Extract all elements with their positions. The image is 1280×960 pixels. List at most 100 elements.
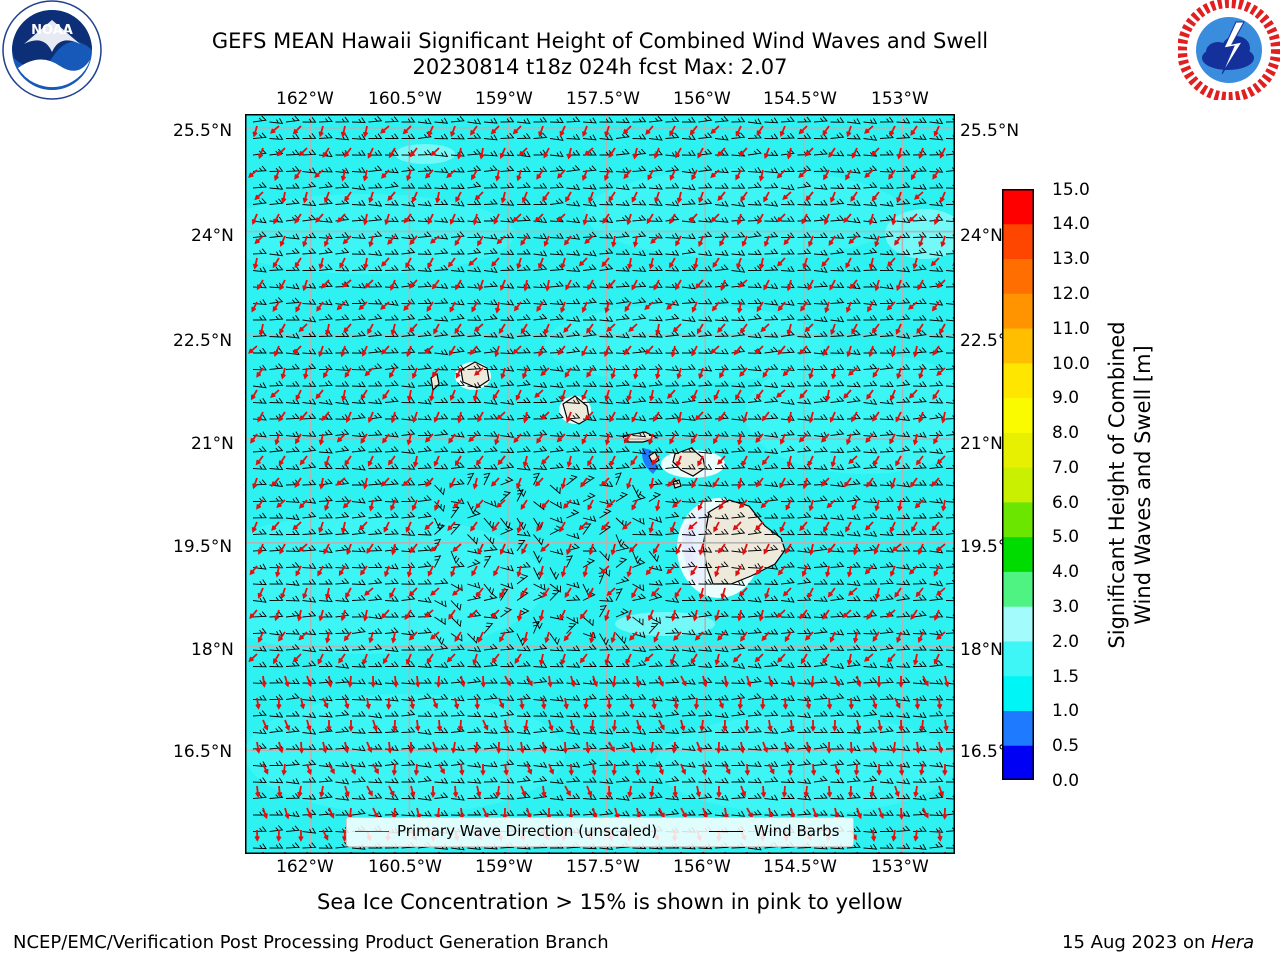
wave-arrow bbox=[802, 477, 808, 490]
wave-arrow bbox=[456, 147, 463, 160]
wind-barb bbox=[879, 561, 894, 568]
wind-barb bbox=[797, 695, 812, 702]
wind-barb bbox=[285, 595, 300, 602]
wave-arrow bbox=[789, 719, 795, 732]
wave-arrow bbox=[368, 499, 375, 512]
wind-barb bbox=[516, 133, 531, 139]
wind-barb bbox=[780, 184, 795, 191]
wave-arrow bbox=[261, 675, 267, 688]
wind-barb bbox=[863, 530, 878, 537]
wave-arrow bbox=[910, 169, 918, 181]
wave-arrow bbox=[387, 741, 393, 754]
wind-barb bbox=[351, 595, 366, 601]
wind-barb bbox=[781, 166, 795, 172]
wind-barb bbox=[582, 728, 597, 735]
wave-arrow bbox=[536, 521, 544, 532]
wind-barb bbox=[533, 233, 548, 240]
legend-barb-swatch bbox=[709, 831, 743, 832]
wave-arrow bbox=[297, 785, 303, 798]
wave-arrow bbox=[606, 499, 616, 509]
wind-barb bbox=[731, 511, 746, 519]
wind-barb bbox=[599, 808, 614, 816]
wind-barb bbox=[335, 232, 350, 238]
wind-barb bbox=[632, 415, 647, 422]
wind-barb bbox=[351, 330, 366, 337]
wave-arrow bbox=[276, 499, 286, 508]
colorbar-bin bbox=[1002, 745, 1034, 781]
wave-arrow bbox=[763, 147, 770, 160]
wave-arrow bbox=[478, 279, 484, 292]
wave-arrow bbox=[717, 543, 726, 554]
wave-arrow bbox=[430, 786, 436, 798]
wind-barb bbox=[863, 843, 878, 850]
wind-barb bbox=[764, 794, 779, 801]
wind-barb bbox=[896, 314, 911, 321]
wind-barb bbox=[384, 431, 399, 438]
wind-barb bbox=[714, 297, 729, 304]
wave-arrow bbox=[405, 653, 412, 665]
wave-arrow bbox=[433, 455, 440, 467]
wave-arrow bbox=[604, 169, 610, 182]
wind-barb bbox=[351, 727, 366, 734]
wind-barb bbox=[450, 794, 465, 801]
wind-barb bbox=[830, 496, 845, 502]
wave-arrow bbox=[698, 587, 705, 600]
wind-barb bbox=[450, 710, 465, 717]
wind-barb bbox=[434, 616, 446, 626]
wind-barb bbox=[731, 776, 746, 783]
wind-barb bbox=[450, 397, 465, 404]
wind-barb bbox=[896, 431, 911, 438]
wave-arrow bbox=[658, 719, 665, 731]
wind-barb bbox=[401, 133, 416, 140]
wind-barb bbox=[665, 132, 680, 139]
wind-barb bbox=[583, 430, 597, 436]
wave-arrow bbox=[632, 235, 639, 248]
wind-barb bbox=[566, 498, 580, 506]
wind-barb bbox=[269, 711, 284, 718]
wind-barb bbox=[285, 398, 300, 405]
wave-arrow bbox=[649, 785, 655, 798]
wind-barb bbox=[912, 134, 927, 141]
wind-barb bbox=[533, 726, 548, 733]
wave-arrow bbox=[538, 125, 544, 138]
wave-arrow bbox=[473, 367, 484, 376]
wave-arrow bbox=[717, 147, 726, 157]
wave-arrow bbox=[846, 565, 853, 578]
wind-barb bbox=[335, 496, 350, 502]
wave-arrow bbox=[787, 411, 793, 424]
wind-barb bbox=[467, 727, 482, 733]
wind-barb bbox=[912, 264, 927, 271]
wind-barb bbox=[417, 561, 432, 568]
wind-barb bbox=[302, 462, 317, 469]
wind-barb bbox=[516, 517, 527, 531]
wave-arrow bbox=[432, 741, 438, 754]
wind-barb bbox=[896, 379, 911, 387]
wind-barb bbox=[483, 165, 498, 172]
wave-arrow bbox=[755, 433, 764, 444]
wave-arrow bbox=[782, 191, 792, 200]
wind-barb bbox=[351, 184, 366, 191]
wave-arrow bbox=[346, 543, 352, 556]
wind-barb bbox=[665, 313, 680, 321]
wave-arrow bbox=[871, 323, 880, 334]
wave-arrow bbox=[694, 411, 704, 421]
wind-barb bbox=[368, 429, 383, 436]
wind-barb bbox=[615, 727, 630, 733]
wind-barb bbox=[533, 583, 546, 591]
wave-arrow bbox=[318, 125, 324, 138]
wind-barb bbox=[846, 183, 861, 190]
wind-barb bbox=[731, 643, 746, 651]
wave-arrow bbox=[942, 763, 948, 776]
wind-barb bbox=[813, 529, 828, 536]
wave-arrow bbox=[578, 521, 588, 531]
wind-barb bbox=[632, 199, 647, 206]
wind-barb bbox=[384, 396, 399, 403]
wave-arrow bbox=[582, 565, 588, 578]
wind-barb bbox=[483, 281, 498, 288]
wind-barb bbox=[599, 596, 614, 602]
wind-barb bbox=[269, 264, 284, 271]
wind-barb bbox=[764, 595, 779, 602]
wind-barb bbox=[467, 472, 475, 486]
wind-barb bbox=[764, 248, 779, 255]
wind-barb bbox=[566, 711, 581, 718]
